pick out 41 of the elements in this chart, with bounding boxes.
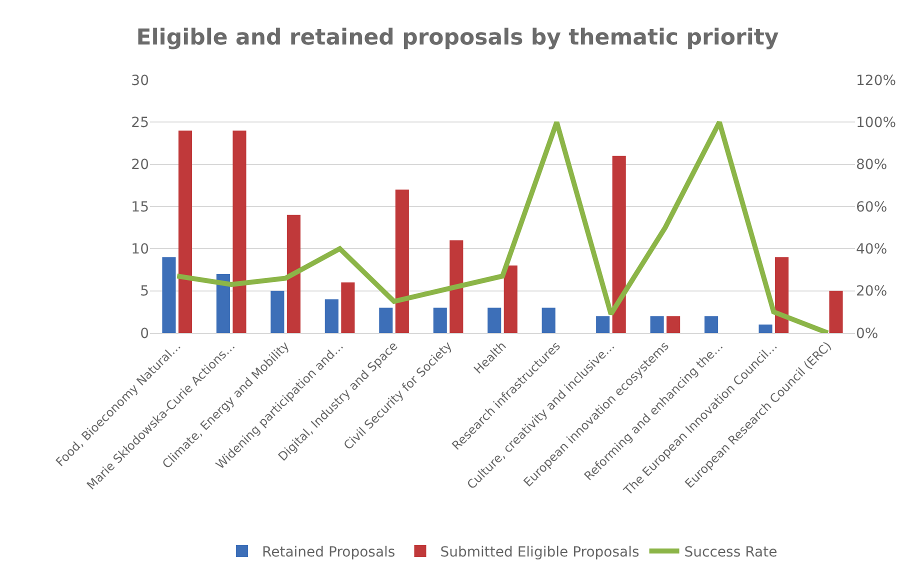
bar	[286, 214, 300, 333]
bar	[504, 266, 518, 333]
bar	[270, 290, 284, 333]
legend-label: Retained Proposals	[262, 544, 396, 560]
y2-tick-label: 40%	[856, 242, 888, 258]
y-tick-label: 20	[131, 157, 149, 174]
legend-label: Submitted Eligible Proposals	[440, 544, 640, 560]
y-tick-label: 30	[131, 72, 149, 89]
y2-tick-label: 20%	[856, 284, 888, 300]
bar	[596, 316, 610, 333]
bar	[379, 308, 393, 333]
bar	[704, 316, 718, 333]
bar	[178, 130, 192, 333]
y2-tick-label: 80%	[856, 157, 888, 174]
bar	[395, 190, 409, 333]
y2-tick-label: 60%	[856, 199, 888, 216]
chart-title: Eligible and retained proposals by thematic priority	[136, 26, 779, 51]
bar	[775, 257, 789, 333]
bar	[758, 324, 772, 333]
bar	[650, 316, 664, 333]
y-tick-label: 10	[131, 242, 149, 258]
bar	[232, 130, 246, 333]
bar	[829, 290, 843, 333]
bar	[216, 274, 230, 333]
bar	[488, 308, 502, 333]
bar	[341, 282, 355, 333]
bar	[324, 299, 338, 333]
bar	[612, 156, 626, 333]
bar	[162, 257, 176, 333]
y2-tick-label: 0%	[856, 326, 878, 342]
bar	[542, 308, 556, 333]
y-tick-label: 0	[140, 326, 149, 342]
bar	[666, 316, 680, 333]
bar	[450, 240, 464, 333]
y2-tick-label: 100%	[856, 115, 896, 132]
y2-tick-label: 120%	[856, 72, 896, 89]
y-tick-label: 25	[131, 115, 149, 132]
y-tick-label: 15	[131, 199, 149, 216]
y-tick-label: 5	[140, 284, 149, 300]
legend-label: Success Rate	[684, 544, 778, 560]
bar	[433, 308, 447, 333]
